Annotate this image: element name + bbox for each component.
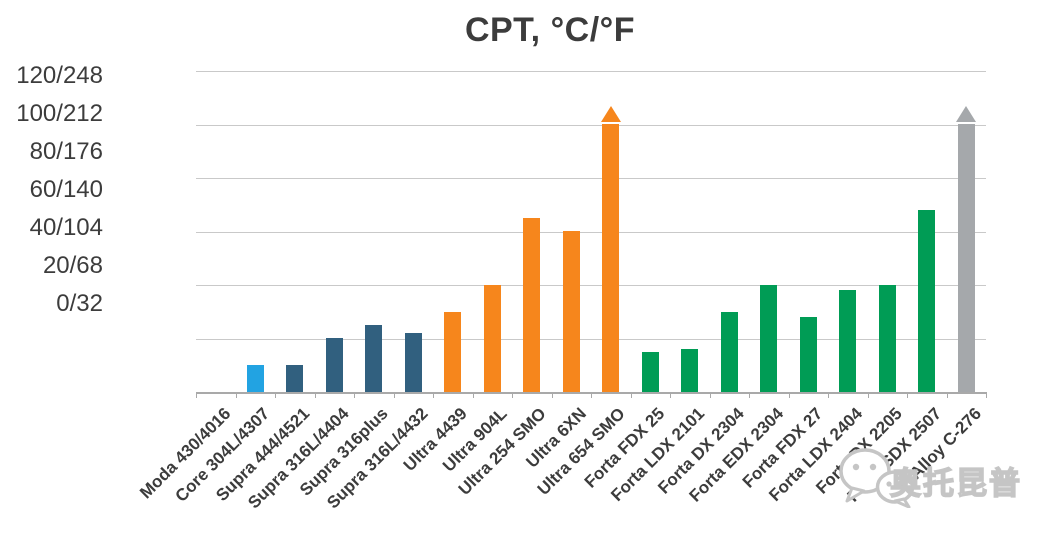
axis-tickmark <box>789 392 790 398</box>
y-tick-label: 20/68 <box>42 252 103 279</box>
axis-tickmark <box>631 392 632 398</box>
x-tick-label: Ultra 6XN <box>522 404 590 472</box>
gridline <box>196 339 986 340</box>
x-tick-label: Ultra 254 SMO <box>455 404 551 499</box>
x-tick-label: Ultra 654 SMO <box>534 404 630 499</box>
axis-tickmark <box>947 392 948 398</box>
axis-tickmark <box>473 392 474 398</box>
axis-tickmark <box>868 392 869 398</box>
axis-tickmark <box>986 392 987 398</box>
bar-ultra-904l <box>483 285 501 392</box>
gridline <box>196 178 986 179</box>
bar-forta-edx-2304 <box>760 285 778 392</box>
axis-tickmark <box>749 392 750 398</box>
bar-forta-sdx-2507 <box>918 210 936 392</box>
axis-tickmark <box>275 392 276 398</box>
bar-supra-316plus <box>365 325 383 392</box>
y-axis-labels: 120/248 100/212 80/176 60/140 40/104 20/68 0/3… <box>0 57 103 323</box>
axis-tickmark <box>394 392 395 398</box>
axis-tickmark <box>196 392 197 398</box>
x-tick-label: Forta DX 2304 <box>654 404 748 498</box>
y-tick-label: 60/140 <box>29 176 103 203</box>
bar-forta-dx-2205 <box>878 285 896 392</box>
watermark-text: 奥托昆普 <box>889 465 1022 502</box>
y-tick-label: 120/248 <box>16 62 103 89</box>
x-tick-label: Supra 316L/4404 <box>244 404 353 513</box>
bar-supra-316l-4432 <box>404 333 422 392</box>
chart-title: CPT, °C/°F <box>464 11 636 49</box>
exceeds-scale-arrow <box>600 106 621 122</box>
bar-ultra-254-smo <box>523 218 541 392</box>
axis-tickmark <box>236 392 237 398</box>
y-tick-label: 80/176 <box>29 138 103 165</box>
wechat-icon <box>839 448 915 508</box>
gridline <box>196 71 986 72</box>
x-tick-label: Supra 316L/4432 <box>323 404 432 513</box>
axis-tickmark <box>433 392 434 398</box>
x-tick-label: Moda 430/4016 <box>135 404 235 503</box>
plot-area <box>196 71 987 398</box>
x-tick-label: Core 304L/4307 <box>171 404 274 506</box>
axis-tickmark <box>670 392 671 398</box>
axis-tickmark <box>315 392 316 398</box>
bar-core-304l-4307 <box>246 365 264 392</box>
axis-tickmark <box>591 392 592 398</box>
gridline <box>196 285 986 286</box>
exceeds-scale-arrow <box>956 106 977 122</box>
x-tick-label: Supra 316plus <box>296 404 393 500</box>
axis-tickmark <box>354 392 355 398</box>
y-tick-label: 40/104 <box>29 214 103 241</box>
y-tick-label: 100/212 <box>16 100 103 127</box>
bar-alloy-c-276 <box>957 124 975 392</box>
bar-forta-fdx-25 <box>641 352 659 392</box>
y-tick-label: 0/32 <box>56 290 103 317</box>
x-tick-label: Forta LDX 2101 <box>607 404 709 505</box>
bar-forta-fdx-27 <box>799 317 817 392</box>
axis-tickmark <box>552 392 553 398</box>
x-tick-label: Forta FDX 25 <box>581 404 669 492</box>
bar-ultra-654-smo <box>602 124 620 392</box>
bar-ultra-6xn <box>562 231 580 392</box>
bar-ultra-4439 <box>444 312 462 392</box>
x-tick-label: Ultra 904L <box>439 404 511 476</box>
axis-tickmark <box>512 392 513 398</box>
bar-supra-444-4521 <box>286 365 304 392</box>
axis-tickmark <box>828 392 829 398</box>
x-tick-label: Ultra 4439 <box>400 404 472 475</box>
bar-supra-316l-4404 <box>325 338 343 392</box>
axis-tickmark <box>710 392 711 398</box>
x-tick-label: Supra 444/4521 <box>212 404 314 505</box>
watermark: 奥托昆普 <box>838 446 1038 508</box>
bar-forta-ldx-2101 <box>681 349 699 392</box>
axis-tickmark <box>907 392 908 398</box>
gridline <box>196 125 986 126</box>
gridline <box>196 232 986 233</box>
bar-forta-dx-2304 <box>720 312 738 392</box>
x-tick-label: Forta FDX 27 <box>739 404 827 492</box>
x-tick-label: Forta EDX 2304 <box>685 404 788 506</box>
bar-forta-ldx-2404 <box>839 290 857 392</box>
